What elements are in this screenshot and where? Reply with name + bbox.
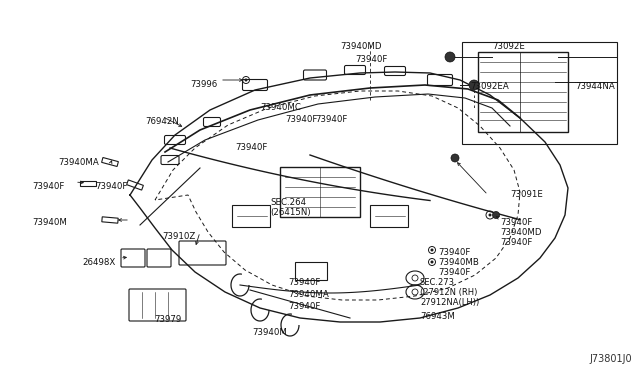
Text: 26498X: 26498X bbox=[82, 258, 115, 267]
Text: 73940F: 73940F bbox=[95, 182, 127, 191]
Text: 73092E: 73092E bbox=[492, 42, 525, 51]
Bar bbox=[462, 42, 617, 144]
Text: 73940F: 73940F bbox=[288, 278, 321, 287]
Text: 73091E: 73091E bbox=[510, 190, 543, 199]
Text: 73940M: 73940M bbox=[253, 328, 287, 337]
Text: 73940MA: 73940MA bbox=[288, 290, 329, 299]
Text: 73940F: 73940F bbox=[288, 302, 321, 311]
Text: 73996: 73996 bbox=[191, 80, 218, 89]
Bar bbox=[280, 167, 360, 217]
Text: 73940MC: 73940MC bbox=[260, 103, 301, 112]
Text: 76943M: 76943M bbox=[420, 312, 455, 321]
Text: 73940F: 73940F bbox=[500, 238, 532, 247]
Circle shape bbox=[445, 52, 455, 62]
Text: 73940F: 73940F bbox=[438, 268, 470, 277]
Text: 73940F: 73940F bbox=[32, 182, 65, 191]
Text: 73940F: 73940F bbox=[438, 248, 470, 257]
Text: 73979: 73979 bbox=[154, 315, 182, 324]
Text: (26415N): (26415N) bbox=[270, 208, 310, 217]
Text: 73944NA: 73944NA bbox=[575, 82, 615, 91]
Text: 27912NA(LH)): 27912NA(LH)) bbox=[420, 298, 479, 307]
Text: 73940F: 73940F bbox=[315, 115, 348, 124]
Text: 73940F: 73940F bbox=[355, 55, 387, 64]
Text: SEC.264: SEC.264 bbox=[270, 198, 306, 207]
Text: (27912N (RH): (27912N (RH) bbox=[420, 288, 477, 297]
Text: 76942N: 76942N bbox=[145, 117, 179, 126]
Text: 73940F: 73940F bbox=[235, 143, 268, 152]
Text: 73940MD: 73940MD bbox=[500, 228, 541, 237]
Circle shape bbox=[469, 80, 479, 90]
Text: 73940F: 73940F bbox=[285, 115, 317, 124]
Text: 73092EA: 73092EA bbox=[470, 82, 509, 91]
Bar bbox=[295, 262, 327, 280]
Text: 73940F: 73940F bbox=[500, 218, 532, 227]
Text: J73801J0: J73801J0 bbox=[589, 354, 632, 364]
Circle shape bbox=[493, 212, 499, 218]
Circle shape bbox=[431, 260, 433, 263]
Text: 73940MA: 73940MA bbox=[58, 158, 99, 167]
Circle shape bbox=[244, 78, 248, 81]
Bar bbox=[232, 205, 270, 227]
Circle shape bbox=[488, 214, 492, 217]
Text: SEC.273: SEC.273 bbox=[420, 278, 455, 287]
Text: 73940M: 73940M bbox=[32, 218, 67, 227]
Text: 73940MD: 73940MD bbox=[340, 42, 381, 51]
Bar bbox=[478, 52, 568, 132]
Text: 73910Z: 73910Z bbox=[162, 232, 195, 241]
Circle shape bbox=[451, 154, 459, 162]
Bar bbox=[370, 205, 408, 227]
Text: 73940MB: 73940MB bbox=[438, 258, 479, 267]
Circle shape bbox=[431, 248, 433, 251]
